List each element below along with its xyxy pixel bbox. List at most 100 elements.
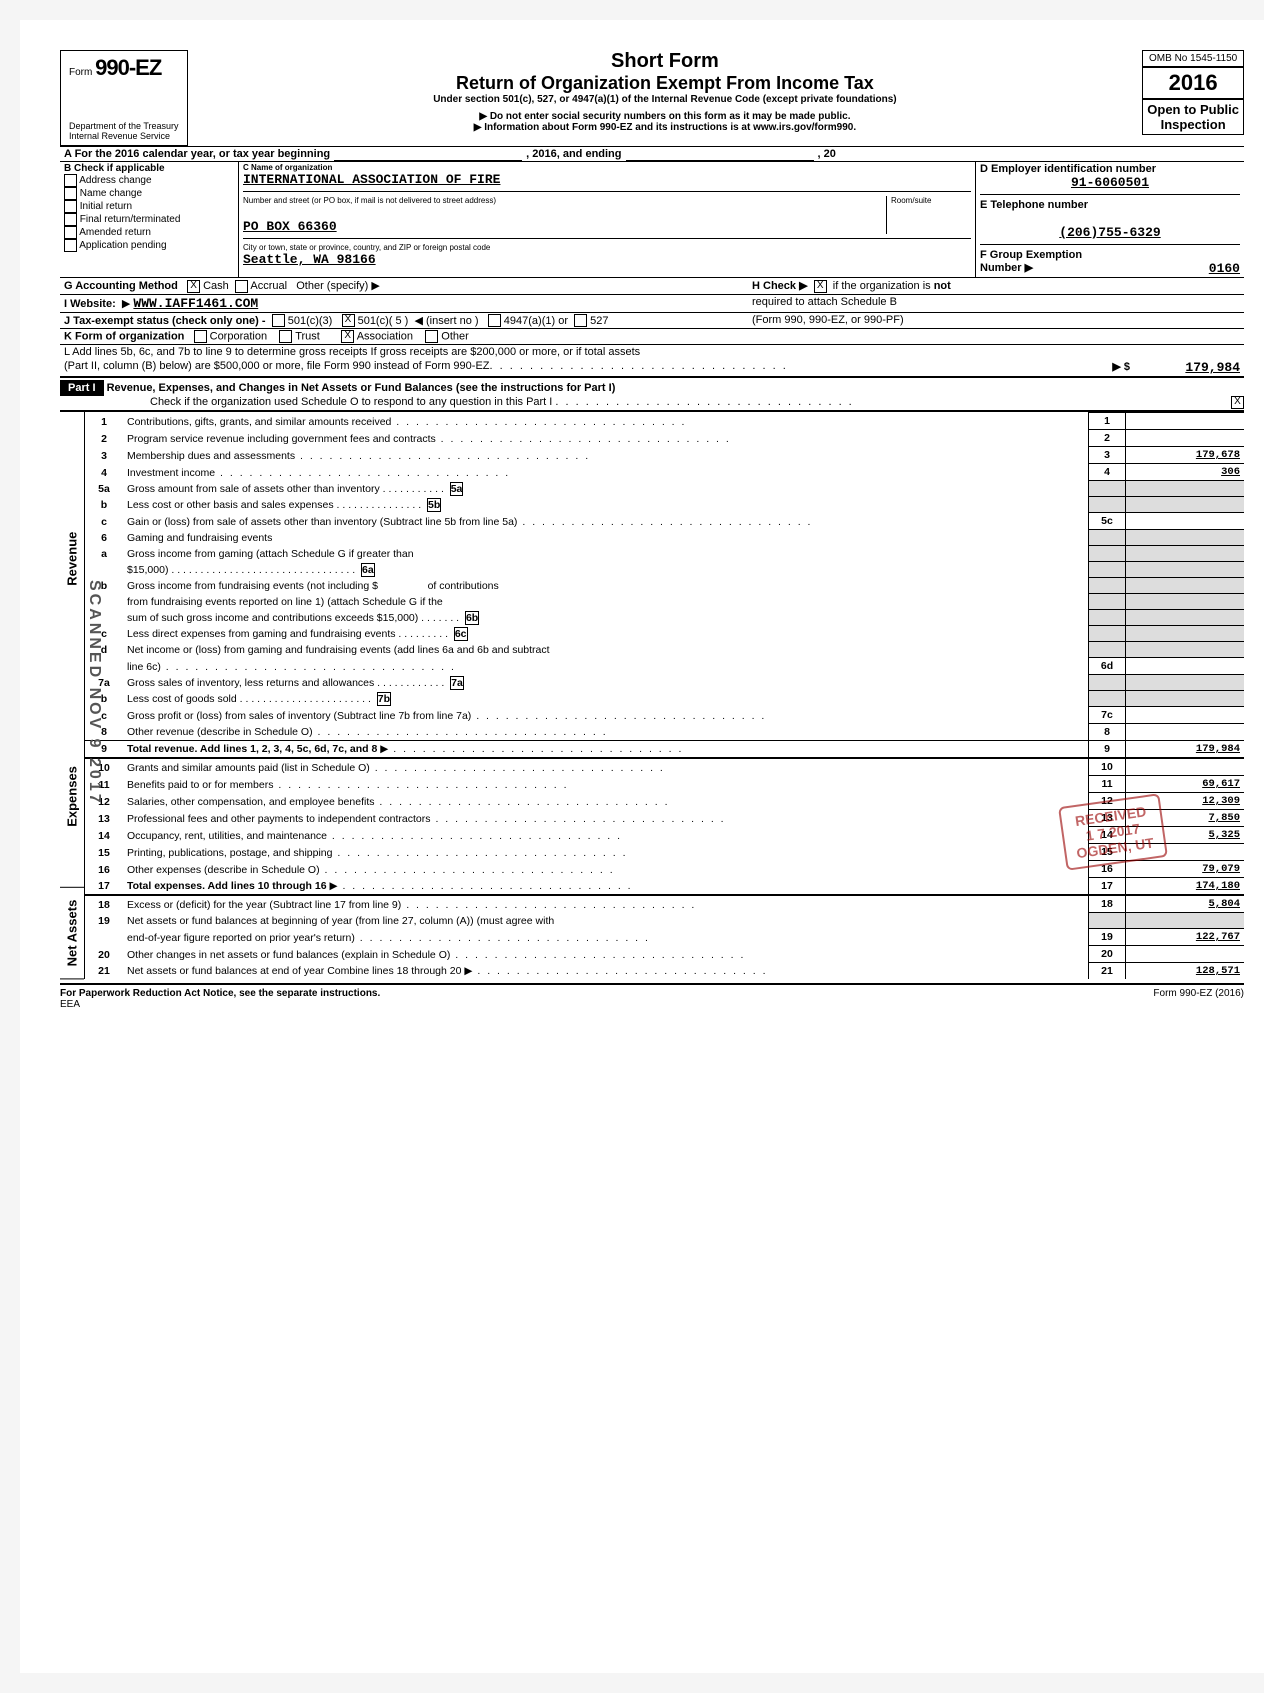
row-2: 2Program service revenue including gover… [85,430,1244,447]
row-18: 18Excess or (deficit) for the year (Subt… [85,895,1244,913]
chk-501c3[interactable] [272,314,285,327]
footer-left: For Paperwork Reduction Act Notice, see … [60,988,380,999]
line-j: J Tax-exempt status (check only one) - 5… [60,312,1244,329]
city-label: City or town, state or province, country… [243,243,971,252]
line-a: A For the 2016 calendar year, or tax yea… [60,146,1244,161]
chk-assoc[interactable]: X [341,330,354,343]
e-label: E Telephone number [980,199,1240,211]
org-name[interactable]: INTERNATIONAL ASSOCIATION OF FIRE [243,172,971,187]
line-a-end-blank[interactable] [626,147,814,161]
row-11: 11Benefits paid to or for members1169,61… [85,776,1244,793]
city-value[interactable]: Seattle, WA 98166 [243,252,971,267]
l-text1: L Add lines 5b, 6c, and 7b to line 9 to … [60,345,1244,359]
d-label: D Employer identification number [980,163,1240,175]
line-k: K Form of organization Corporation Trust… [60,328,1244,344]
chk-amended-return[interactable]: Amended return [64,226,234,239]
part1-check-line: Check if the organization used Schedule … [150,396,552,408]
ein[interactable]: 91-6060501 [980,175,1240,190]
scanned-watermark: SCANNED NOV 9 2017 [85,580,103,806]
j-label: J Tax-exempt status (check only one) - [64,315,266,327]
chk-initial-return[interactable]: Initial return [64,200,234,213]
chk-name-change[interactable]: Name change [64,187,234,200]
part1-header-row: Part I Revenue, Expenses, and Changes in… [60,376,1244,411]
row-5c: cGain or (loss) from sale of assets othe… [85,513,1244,530]
street-value[interactable]: PO BOX 66360 [243,219,886,234]
part1-label: Part I [60,380,104,396]
lbl-netassets: Net Assets [60,888,84,979]
group-num[interactable]: 0160 [1209,261,1240,276]
chk-application-pending[interactable]: Application pending [64,239,234,252]
chk-h[interactable]: X [814,280,827,293]
open-title: Open to Public [1147,102,1239,117]
header-center: Short Form Return of Organization Exempt… [188,50,1143,133]
chk-other[interactable] [425,330,438,343]
row-6c: cLess direct expenses from gaming and fu… [85,626,1244,642]
row-7c: cGross profit or (loss) from sales of in… [85,707,1244,724]
g-other: Other (specify) ▶ [296,280,380,292]
chk-527[interactable] [574,314,587,327]
row-17: 17Total expenses. Add lines 10 through 1… [85,878,1244,896]
h-label: H Check ▶ [752,280,808,292]
k-label: K Form of organization [64,331,184,343]
chk-address-change[interactable]: Address change [64,174,234,187]
form-prefix: Form [69,67,92,78]
open-public: Open to Public Inspection [1142,99,1244,135]
main-grid: Revenue Expenses Net Assets 1Contributio… [60,411,1244,979]
section-labels: Revenue Expenses Net Assets [60,412,85,979]
l-text2: (Part II, column (B) below) are $500,000… [64,360,490,375]
chk-cash[interactable]: X [187,280,200,293]
info-link: Information about Form 990-EZ and its in… [188,122,1143,133]
website[interactable]: WWW.IAFF1461.COM [133,296,258,311]
row-6b: bGross income from fundraising events (n… [85,578,1244,594]
l-dots [490,360,1113,375]
irs-label: Internal Revenue Service [69,131,179,141]
line-a-start: A For the 2016 calendar year, or tax yea… [60,147,334,161]
chk-final-return[interactable]: Final return/terminated [64,213,234,226]
chk-accrual[interactable] [235,280,248,293]
footer: For Paperwork Reduction Act Notice, see … [60,983,1244,1010]
f-label2: Number ▶ [980,262,1033,274]
row-3: 3Membership dues and assessments3179,678 [85,447,1244,464]
h-line2: required to attach Schedule B [748,295,1244,312]
g-label: G Accounting Method [64,280,178,292]
row-7b: bLess cost of goods sold . . . . . . . .… [85,691,1244,707]
title-return: Return of Organization Exempt From Incom… [188,73,1143,94]
chk-501c[interactable]: X [342,314,355,327]
open-sub: Inspection [1161,117,1226,132]
chk-schedule-o[interactable]: X [1231,396,1244,409]
lbl-revenue: Revenue [60,412,84,706]
form-number-box: Form 990-EZ Department of the Treasury I… [60,50,188,146]
row-5b: bLess cost or other basis and sales expe… [85,497,1244,513]
chk-4947[interactable] [488,314,501,327]
line-a-mid: , 2016, and ending [522,147,625,161]
header: Form 990-EZ Department of the Treasury I… [60,50,1244,146]
row-6: 6Gaming and fundraising events [85,530,1244,546]
row-1: 1Contributions, gifts, grants, and simil… [85,413,1244,430]
col-def: D Employer identification number 91-6060… [976,162,1244,277]
row-9: 9Total revenue. Add lines 1, 2, 3, 4, 5c… [85,741,1244,759]
omb-number: OMB No 1545-1150 [1142,50,1244,67]
room-label: Room/suite [891,196,971,205]
row-6d: dNet income or (loss) from gaming and fu… [85,642,1244,658]
ssn-warning: Do not enter social security numbers on … [188,111,1143,122]
title-short-form: Short Form [188,50,1143,73]
chk-corp[interactable] [194,330,207,343]
line-gh: G Accounting Method X Cash Accrual Other… [60,277,1244,294]
line-l: L Add lines 5b, 6c, and 7b to line 9 to … [60,344,1244,376]
chk-trust[interactable] [279,330,292,343]
footer-right: Form 990-EZ (2016) [1153,988,1244,1010]
phone[interactable]: (206)755-6329 [980,225,1240,240]
row-6a: aGross income from gaming (attach Schedu… [85,546,1244,562]
form-number: 990-EZ [95,55,161,80]
l-value[interactable]: 179,984 [1130,360,1240,375]
part1-title: Revenue, Expenses, and Changes in Net As… [107,382,616,394]
h-line3: (Form 990, 990-EZ, or 990-PF) [748,313,1244,329]
i-label: I Website: [64,298,116,310]
h-not: not [934,280,951,292]
line-a-begin-blank[interactable] [334,147,522,161]
block-bcdef: B Check if applicable Address change Nam… [60,161,1244,277]
street-label: Number and street (or PO box, if mail is… [243,196,886,205]
row-4: 4Investment income4306 [85,464,1244,481]
subtitle: Under section 501(c), 527, or 4947(a)(1)… [188,94,1143,105]
row-8: 8Other revenue (describe in Schedule O)8 [85,724,1244,741]
